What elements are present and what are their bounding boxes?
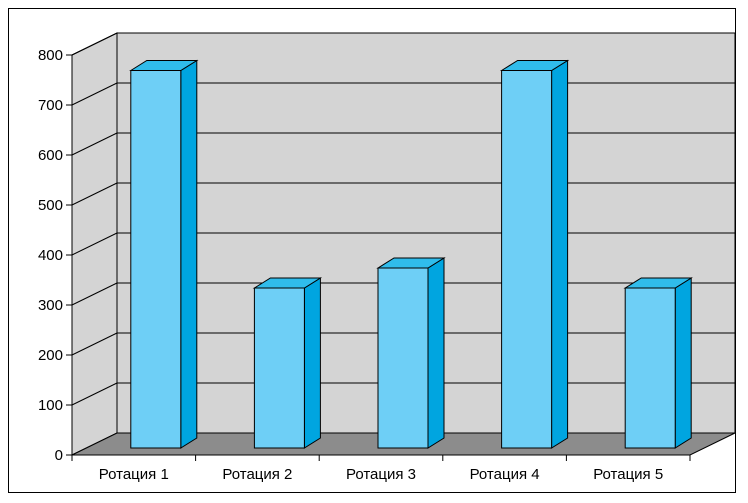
bar-front-face	[130, 70, 182, 449]
x-axis-tick-labels: Ротация 1 Ротация 2 Ротация 3 Ротация 4 Рота…	[99, 466, 663, 483]
bar-side-face	[303, 277, 321, 449]
x-tick-label: Ротация 5	[593, 466, 663, 483]
gridline-side	[71, 282, 118, 306]
bar-side-face	[674, 277, 692, 449]
gridline-side	[71, 182, 118, 206]
bar	[499, 59, 570, 449]
bar-front-face	[253, 287, 305, 449]
y-tick-label: 600	[38, 147, 63, 164]
bar-front-face	[501, 70, 553, 449]
y-tick-label: 500	[38, 197, 63, 214]
y-tick-label: 700	[38, 97, 63, 114]
gridline-side	[71, 382, 118, 406]
x-tick-label: Ротация 3	[346, 466, 416, 483]
bar	[252, 277, 323, 449]
x-tick-label: Ротация 2	[222, 466, 292, 483]
gridline-side	[71, 232, 118, 256]
bar-side-face	[180, 59, 198, 449]
bar-front-face	[377, 267, 429, 449]
gridline-side	[71, 332, 118, 356]
gridline-side	[71, 32, 118, 56]
y-axis-tick-labels: 0 100 200 300 400 500 600 700 800	[38, 47, 63, 464]
bar	[623, 277, 693, 449]
x-tick-label: Ротация 4	[470, 466, 540, 483]
bar	[376, 257, 446, 449]
y-tick-label: 300	[38, 297, 63, 314]
gridline-side	[71, 82, 118, 106]
gridline-side	[71, 132, 118, 156]
y-tick-label: 400	[38, 247, 63, 264]
y-tick-label: 100	[38, 397, 63, 414]
y-tick-label: 800	[38, 47, 63, 64]
x-tick-label: Ротация 1	[99, 466, 169, 483]
bar	[129, 59, 199, 449]
y-tick-label: 0	[55, 447, 63, 464]
chart-axes	[66, 54, 691, 461]
bar-front-face	[624, 287, 676, 449]
bar-side-face	[551, 59, 569, 449]
bar-side-face	[427, 257, 445, 449]
y-tick-label: 200	[38, 347, 63, 364]
chart-bars	[129, 59, 693, 449]
